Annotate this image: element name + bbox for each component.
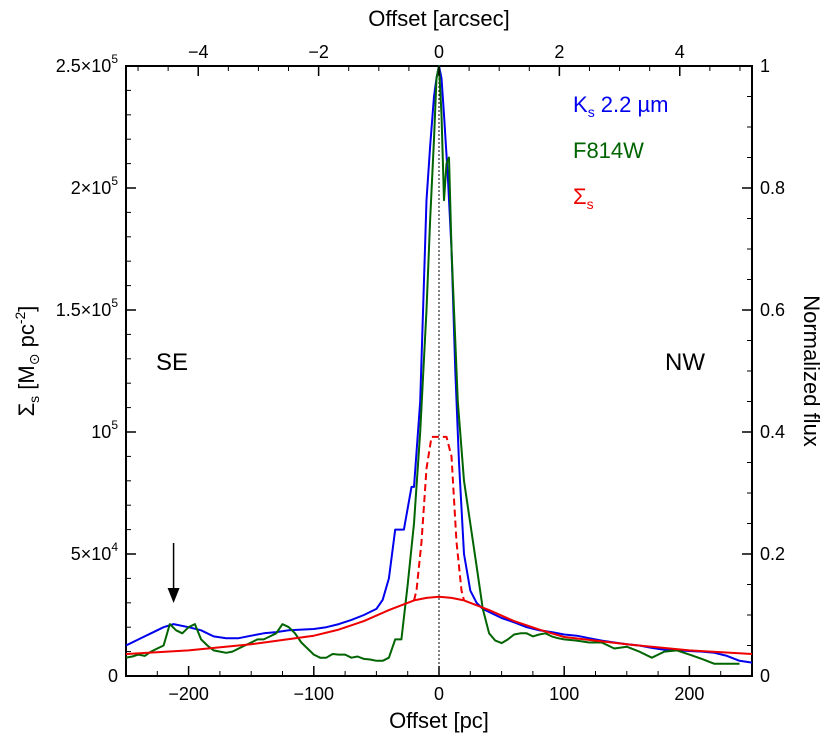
y-right-tick-label: 0.2 [760, 544, 785, 564]
tick-layer [125, 65, 753, 677]
x-bottom-tick-label: −100 [294, 684, 335, 704]
y-left-tick-label: 2×105 [71, 174, 119, 198]
y-right-tick-label: 0.4 [760, 422, 785, 442]
y-left-tick-label: 105 [91, 418, 118, 442]
annotation-arrow-head [167, 588, 180, 603]
series-line-1 [125, 65, 740, 665]
x-top-tick-label: −4 [188, 42, 209, 62]
annotation-nw: NW [665, 349, 705, 376]
y-left-tick-label: 5×104 [71, 540, 119, 564]
label-layer: −200 −100 0 100 200 −4 −2 0 2 4 0 5×104 105 1.5×105 2×… [12, 6, 824, 733]
legend-entry-1: F814W [573, 138, 644, 163]
series-layer [125, 65, 753, 665]
legend-entry-0: Ks 2.2 µm [573, 92, 669, 120]
legend-entry-2: Σs [573, 184, 594, 212]
y-right-tick-label: 0 [760, 666, 770, 686]
y-left-tick-label: 2.5×105 [56, 52, 119, 76]
y-right-tick-label: 1 [760, 56, 770, 76]
annotation-se: SE [156, 349, 188, 376]
x-top-tick-label: −2 [308, 42, 329, 62]
x-bottom-tick-label: 100 [549, 684, 579, 704]
series-line-3 [413, 435, 465, 601]
x-bottom-tick-label: 0 [434, 684, 444, 704]
x-top-axis-title: Offset [arcsec] [368, 6, 509, 31]
y-right-tick-label: 0.8 [760, 178, 785, 198]
y-right-tick-label: 0.6 [760, 300, 785, 320]
x-bottom-tick-label: 200 [674, 684, 704, 704]
x-top-tick-label: 2 [554, 42, 564, 62]
y-right-axis-title: Normalized flux [799, 295, 824, 447]
plot-frame [125, 65, 753, 677]
x-bottom-tick-label: −200 [168, 684, 209, 704]
y-left-axis-title: Σs [M⊙ pc-2] [12, 306, 42, 417]
x-top-tick-label: 4 [675, 42, 685, 62]
y-left-tick-label: 0 [108, 666, 118, 686]
x-bottom-axis-title: Offset [pc] [389, 708, 489, 733]
y-left-tick-label: 1.5×105 [56, 296, 119, 320]
series-line-2 [125, 595, 753, 655]
x-top-tick-label: 0 [434, 42, 444, 62]
